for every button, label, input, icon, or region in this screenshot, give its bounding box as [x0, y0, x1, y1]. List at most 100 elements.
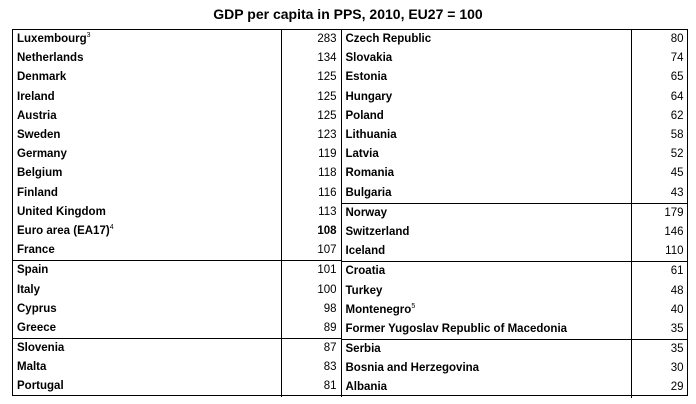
country: Poland [342, 107, 632, 126]
country-name: Germany [17, 148, 67, 161]
country-name: United Kingdom [17, 205, 106, 218]
country-name: Denmark [17, 71, 67, 84]
country: Cyprus [13, 300, 281, 319]
row: Former Yugoslav Republic of Macedonia 35 [342, 319, 688, 340]
country: Greece [13, 319, 281, 339]
country-name: Norway [345, 206, 388, 219]
country: Norway [341, 202, 632, 223]
value: 107 [280, 241, 341, 261]
country-name: Serbia [345, 343, 381, 356]
value: 40 [631, 300, 688, 320]
row: Hungary 64 [342, 87, 688, 107]
country-name: Romania [345, 167, 395, 180]
country: Albania [342, 378, 632, 397]
value: 98 [280, 299, 341, 319]
row-group: Luxembourg3 283 Netherlands 134 Denmark 125 Ir… [13, 30, 341, 261]
row-group: Serbia 35 Bosnia and Herzegovina 30 Albania 2… [341, 339, 688, 398]
country-name: France [17, 244, 55, 257]
row: Finland 116 [13, 183, 341, 203]
country-name: Finland [17, 186, 58, 199]
country: Denmark [13, 68, 281, 87]
value: 80 [631, 30, 688, 50]
title: GDP per capita in PPS, 2010, EU27 = 100 [213, 6, 483, 22]
country: Luxembourg3 [13, 30, 281, 49]
row: Slovenia 87 [13, 338, 341, 359]
country-name: Poland [345, 109, 384, 122]
value: 52 [631, 145, 688, 165]
row-group: Spain 101 Italy 100 Cyprus 98 Greece 89 [13, 260, 341, 339]
value: 125 [280, 87, 341, 107]
value: 118 [280, 164, 341, 184]
row: Switzerland 146 [342, 222, 688, 243]
value: 74 [631, 49, 688, 69]
table: Luxembourg3 283 Netherlands 134 Denmark 125 Ir… [12, 29, 688, 398]
country-name: Iceland [345, 245, 386, 258]
value: 123 [280, 125, 341, 146]
row: Malta 83 [13, 358, 341, 378]
value: 119 [280, 145, 341, 165]
row: Cyprus 98 [13, 299, 341, 319]
row: Lithuania 58 [342, 125, 688, 146]
value: 83 [280, 358, 341, 378]
row: Romania 45 [342, 164, 688, 184]
row: Ireland 125 [13, 87, 341, 107]
row: Belgium 118 [13, 164, 341, 184]
country-name: Luxembourg [17, 33, 87, 46]
country-name: Sweden [17, 129, 61, 142]
value: 65 [631, 68, 688, 88]
row: Portugal 81 [13, 377, 341, 397]
value: 113 [280, 202, 341, 222]
country: Austria [13, 107, 281, 126]
country: Hungary [342, 88, 632, 107]
row: Turkey 48 [342, 281, 688, 301]
row: Bulgaria 43 [342, 183, 688, 204]
country-name: Lithuania [345, 129, 397, 142]
row: Bosnia and Herzegovina 30 [342, 359, 688, 379]
value: 125 [280, 106, 341, 126]
value: 179 [631, 202, 688, 223]
value: 35 [631, 319, 688, 340]
country: Bosnia and Herzegovina [342, 359, 632, 378]
country-name: Czech Republic [345, 33, 432, 46]
country: Spain [13, 260, 281, 281]
value: 58 [631, 125, 688, 146]
value: 87 [280, 338, 341, 359]
country-name: Slovakia [345, 52, 393, 65]
right-table: Czech Republic 80 Slovakia 74 Estonia 65 Hunga… [341, 30, 688, 398]
row: Estonia 65 [342, 68, 688, 88]
country-name: Bosnia and Herzegovina [345, 362, 480, 375]
value: 108 [280, 221, 341, 242]
country: Slovakia [342, 49, 632, 68]
row: United Kingdom 113 [13, 202, 341, 222]
country-name: Cyprus [17, 302, 57, 315]
row-group: Czech Republic 80 Slovakia 74 Estonia 65 Hunga… [342, 30, 688, 204]
value: 61 [631, 261, 688, 282]
country-name: Slovenia [17, 342, 65, 355]
country: Lithuania [342, 126, 632, 145]
row: Euro area (EA17)4 108 [13, 221, 341, 242]
country-name: Belgium [17, 167, 63, 180]
country-name: Greece [17, 321, 57, 334]
row: Greece 89 [13, 318, 341, 339]
value: 62 [631, 106, 688, 126]
row: Latvia 52 [342, 145, 688, 165]
country: Ireland [13, 88, 281, 107]
country: Turkey [342, 281, 632, 300]
country: Croatia [341, 261, 632, 282]
row: Spain 101 [13, 260, 341, 281]
value: 43 [631, 183, 688, 204]
value: 134 [280, 49, 341, 69]
country: Bulgaria [342, 184, 632, 204]
value: 125 [280, 68, 341, 88]
country-name: Croatia [345, 265, 386, 278]
country-name: Turkey [345, 284, 383, 297]
value: 116 [280, 183, 341, 203]
country: Switzerland [342, 223, 632, 242]
value: 100 [280, 280, 341, 300]
country: Estonia [342, 68, 632, 87]
value: 45 [631, 164, 688, 184]
row-group: Norway 179 Switzerland 146 Iceland 110 [341, 202, 688, 262]
row-group: Slovenia 87 Malta 83 Portugal 81 [13, 338, 341, 397]
country: United Kingdom [13, 203, 281, 222]
